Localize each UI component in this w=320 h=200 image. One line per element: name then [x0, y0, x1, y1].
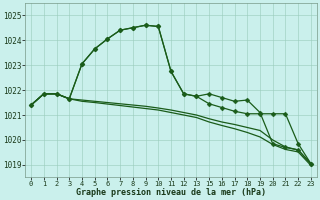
X-axis label: Graphe pression niveau de la mer (hPa): Graphe pression niveau de la mer (hPa) — [76, 188, 266, 197]
